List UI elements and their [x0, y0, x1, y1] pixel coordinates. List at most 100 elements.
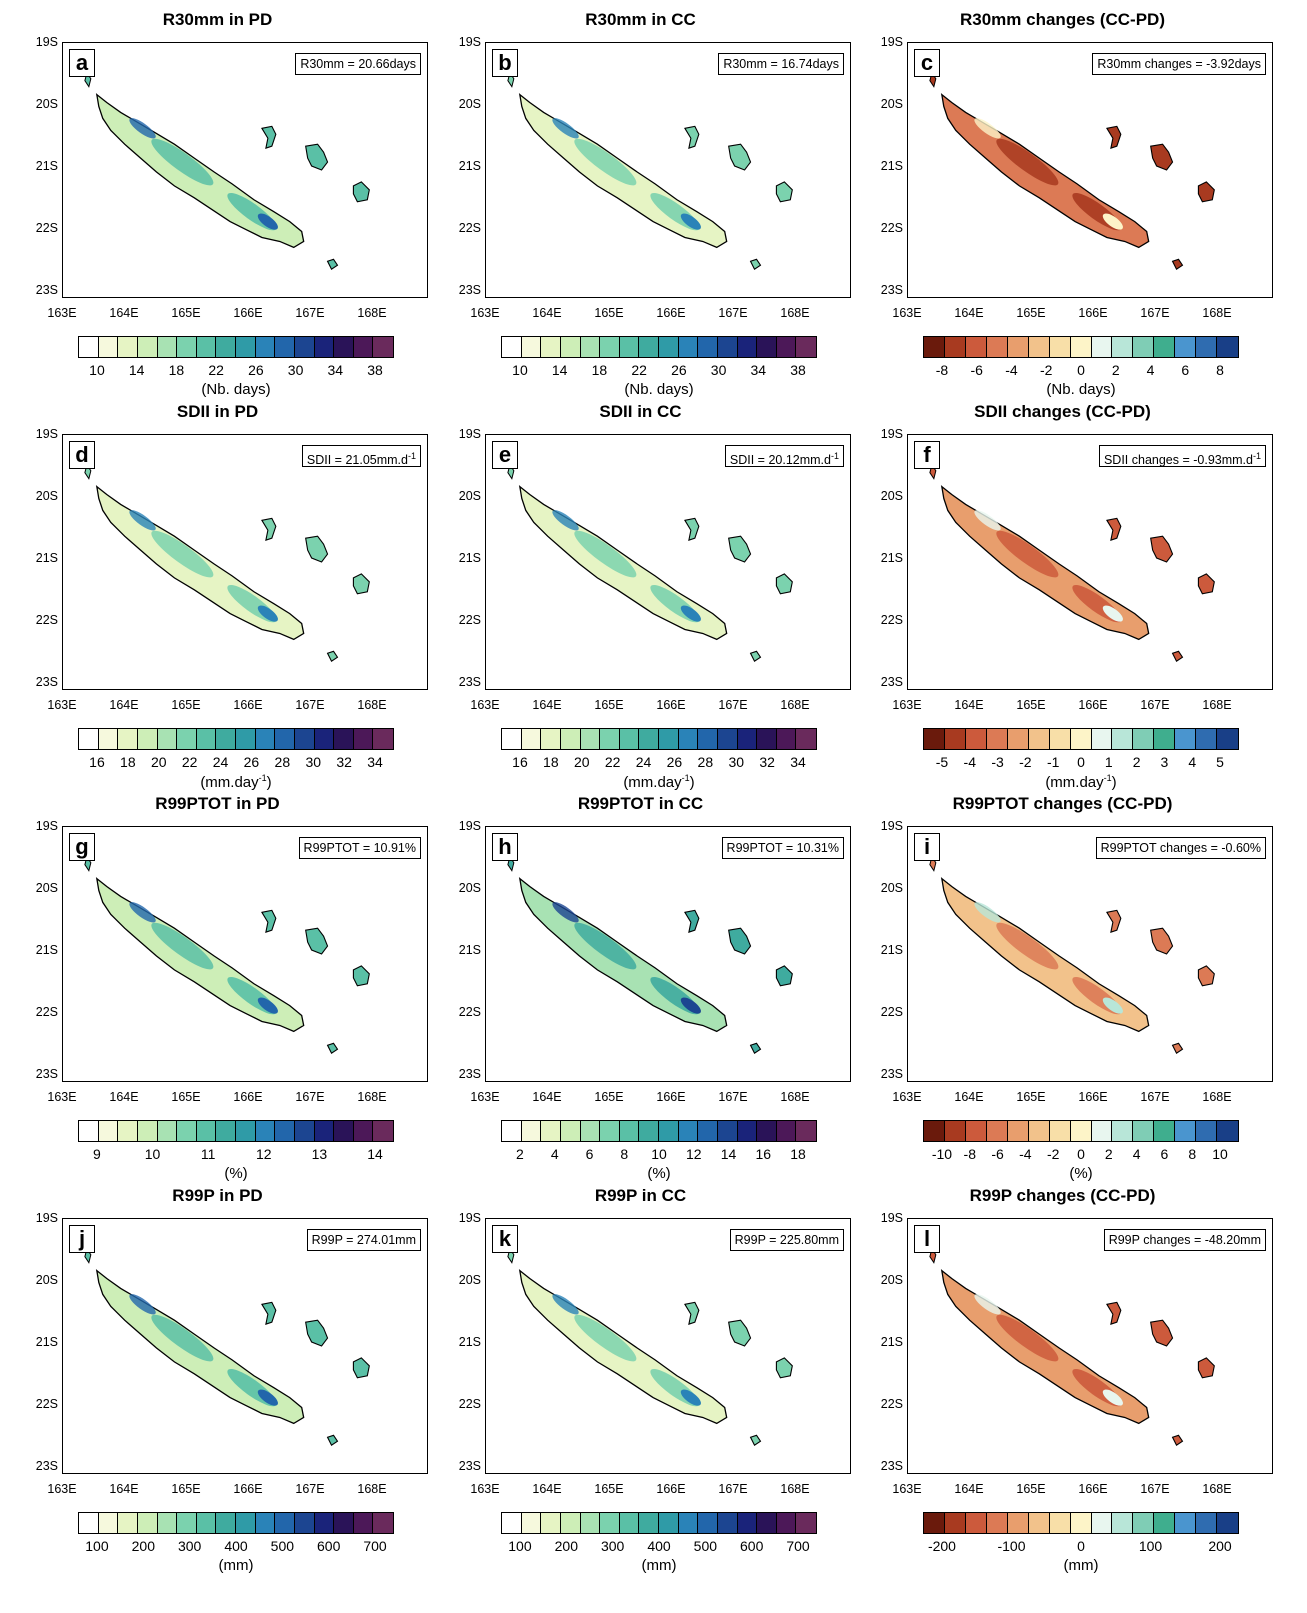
unit-tail: ) [1111, 774, 1117, 791]
lon-tick-label: 167E [295, 1482, 325, 1496]
colorbar-swatch [698, 729, 718, 749]
colorbar-tick-label: -1 [1046, 754, 1060, 770]
lat-tick-label: 19S [458, 819, 481, 833]
colorbar-swatch [1154, 1513, 1176, 1533]
lon-tick-label: 164E [109, 698, 139, 712]
map-panel-c: R30mm changes (CC-PD) 19S 20S 21S 22S 23S 163E… [845, 0, 1280, 403]
colorbar-swatch [659, 1513, 679, 1533]
loyalty-island [352, 1357, 370, 1379]
colorbar-tick-label: 100 [1138, 1538, 1163, 1554]
colorbar [501, 1512, 817, 1534]
colorbar-tick-label: 30 [287, 362, 304, 378]
stat-text: R99PTOT = 10.31% [726, 841, 839, 855]
colorbar-tick-label: 22 [208, 362, 224, 378]
colorbar-swatch [965, 1121, 987, 1141]
colorbar-swatch [314, 1513, 335, 1533]
lat-tick-label: 21S [880, 1335, 903, 1349]
colorbar-swatch [275, 729, 295, 749]
colorbar-tick-label: 4 [1146, 362, 1155, 378]
colorbar-swatch [1112, 337, 1134, 357]
colorbar-swatch [924, 1513, 945, 1533]
loyalty-island [1171, 1434, 1184, 1447]
field-patch [552, 902, 579, 923]
colorbar-swatch [1049, 729, 1071, 749]
lon-tick-label: 165E [594, 698, 624, 712]
colorbar-swatch [986, 1513, 1008, 1533]
colorbar-tick-label: -2 [1046, 1146, 1060, 1162]
loyalty-island [749, 1042, 762, 1055]
colorbar-tick-label: 18 [591, 362, 608, 378]
map-area: l R99P changes = -48.20mm [907, 1218, 1273, 1474]
colorbar-swatch [737, 729, 758, 749]
colorbar-tick-label: 5 [1216, 754, 1224, 770]
panel-letter: d [69, 441, 95, 469]
map-area: a R30mm = 20.66days [62, 42, 428, 298]
lat-tick-label: 22S [880, 1005, 903, 1019]
loyalty-island [352, 573, 370, 595]
lon-tick-label: 166E [656, 1482, 686, 1496]
stat-box: R99P = 225.80mm [729, 1229, 844, 1251]
lon-tick-label: 167E [1140, 1482, 1170, 1496]
colorbar-tick-label: 100 [85, 1538, 109, 1554]
lon-tick-label: 168E [780, 1090, 810, 1104]
lon-tick-label: 164E [954, 1482, 984, 1496]
field-patch [257, 605, 278, 622]
loyalty-island [684, 909, 700, 933]
colorbar-swatch [1049, 337, 1071, 357]
colorbar-tick-label: 26 [671, 362, 687, 378]
lon-tick-label: 167E [718, 1090, 748, 1104]
colorbar-tick-label: 34 [327, 362, 344, 378]
stat-text: R30mm changes = -3.92days [1097, 57, 1261, 71]
lon-tick-label: 166E [1078, 1090, 1108, 1104]
colorbar-swatch [137, 1513, 158, 1533]
field-patch [129, 1294, 156, 1315]
colorbar-swatch [373, 1121, 393, 1141]
colorbar-swatch [757, 337, 777, 357]
colorbar-swatch [1175, 1121, 1197, 1141]
colorbar-tick-label: 18 [168, 362, 185, 378]
colorbar-tick-label: 6 [1160, 1146, 1169, 1162]
lon-tick-label: 168E [1202, 1482, 1232, 1496]
lat-tick-label: 23S [880, 1459, 903, 1473]
stat-box: R99PTOT = 10.31% [721, 837, 844, 859]
colorbar-tick-label: 2 [1104, 1146, 1113, 1162]
loyalty-island [1171, 258, 1184, 271]
colorbar-tick-label: -4 [1019, 1146, 1032, 1162]
colorbar-tick-label: 16 [89, 754, 105, 770]
colorbar-swatch [216, 1513, 236, 1533]
colorbar-tick-label: 2 [1132, 754, 1141, 770]
loyalty-island [775, 965, 793, 987]
loyalty-island [352, 965, 370, 987]
lat-tick-label: 23S [35, 1067, 58, 1081]
field-patch [574, 922, 637, 970]
field-patch [996, 922, 1059, 970]
panel-letter: j [69, 1225, 95, 1253]
colorbar-swatch [580, 1513, 601, 1533]
field-patch [996, 1314, 1059, 1362]
lat-tick-label: 22S [35, 1005, 58, 1019]
colorbar-swatch [560, 1513, 581, 1533]
loyalty-island [1106, 1301, 1122, 1325]
lon-tick-label: 165E [1016, 306, 1046, 320]
colorbar-swatch [1112, 1513, 1134, 1533]
lon-tick-label: 166E [233, 306, 263, 320]
lat-tick-label: 21S [35, 1335, 58, 1349]
map-panel-f: SDII changes (CC-PD) 19S 20S 21S 22S 23S 163E 1… [845, 392, 1280, 795]
field-patch [129, 510, 156, 531]
loyalty-island [261, 909, 277, 933]
colorbar-tick-label: 28 [274, 754, 291, 770]
stat-superscript: -1 [830, 451, 839, 461]
colorbar-swatch [236, 337, 256, 357]
colorbar-swatch [580, 1121, 601, 1141]
lon-tick-label: 166E [233, 698, 263, 712]
loyalty-island [728, 927, 752, 955]
colorbar-swatch [1070, 1121, 1092, 1141]
lon-tick-label: 168E [357, 1482, 387, 1496]
lat-tick-label: 20S [458, 881, 481, 895]
colorbar-swatch [541, 337, 561, 357]
colorbar-tick-label: 500 [270, 1538, 295, 1554]
colorbar-tick-label: 700 [363, 1538, 387, 1554]
map-panel-b: R30mm in CC 19S 20S 21S 22S 23S 163E 164E 165E 16… [423, 0, 858, 403]
panel-title: SDII in PD [176, 402, 259, 421]
colorbar [923, 1120, 1239, 1142]
